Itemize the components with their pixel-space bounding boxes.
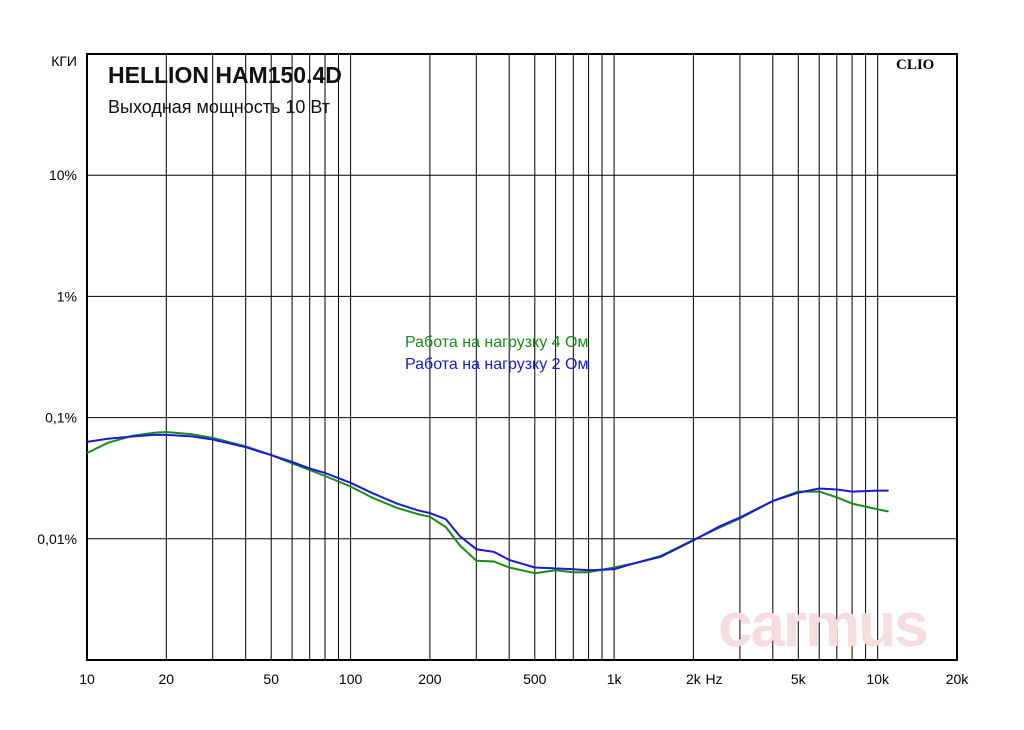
x-tick-label: 1k: [607, 671, 623, 687]
x-tick-label: 20k: [946, 671, 970, 687]
x-tick-label: 10: [79, 671, 95, 687]
y-tick-label: 10%: [49, 167, 77, 183]
x-tick-label: 50: [263, 671, 279, 687]
x-tick-label: 500: [523, 671, 547, 687]
y-axis-label: КГИ: [51, 53, 77, 69]
series-layer: [86, 431, 889, 575]
watermark: carmus: [718, 591, 929, 660]
x-tick-label: 5k: [791, 671, 807, 687]
x-axis-label: Hz: [705, 671, 722, 687]
chart-title: HELLION HAM150.4D: [108, 62, 342, 88]
x-tick-label: 20: [159, 671, 175, 687]
x-tick-label: 100: [339, 671, 363, 687]
y-tick-label: 1%: [57, 288, 77, 304]
software-label: CLIO: [896, 57, 935, 73]
legend-item-2-ohm: Работа на нагрузку 2 Ом: [405, 356, 589, 373]
plot-frame: [86, 53, 958, 661]
x-tick-label: 2k: [686, 671, 702, 687]
legend: Работа на нагрузку 4 Ом Работа на нагруз…: [405, 332, 588, 376]
y-tick-label: 0,1%: [45, 410, 77, 426]
legend-item-4-ohm: Работа на нагрузку 4 Ом: [405, 334, 589, 351]
x-tick-label: 200: [418, 671, 442, 687]
series-line-2-ohm: [86, 433, 889, 572]
y-tick-label: 0,01%: [37, 531, 77, 547]
x-tick-label: 10k: [866, 671, 890, 687]
grid: [87, 54, 957, 660]
chart-subtitle: Выходная мощность 10 Вт: [108, 97, 331, 117]
tick-labels: 10 20 50 100 200 500 1k 2k 5k 10k 20k Hz 10% 1% 0,1% 0,…: [37, 53, 969, 687]
